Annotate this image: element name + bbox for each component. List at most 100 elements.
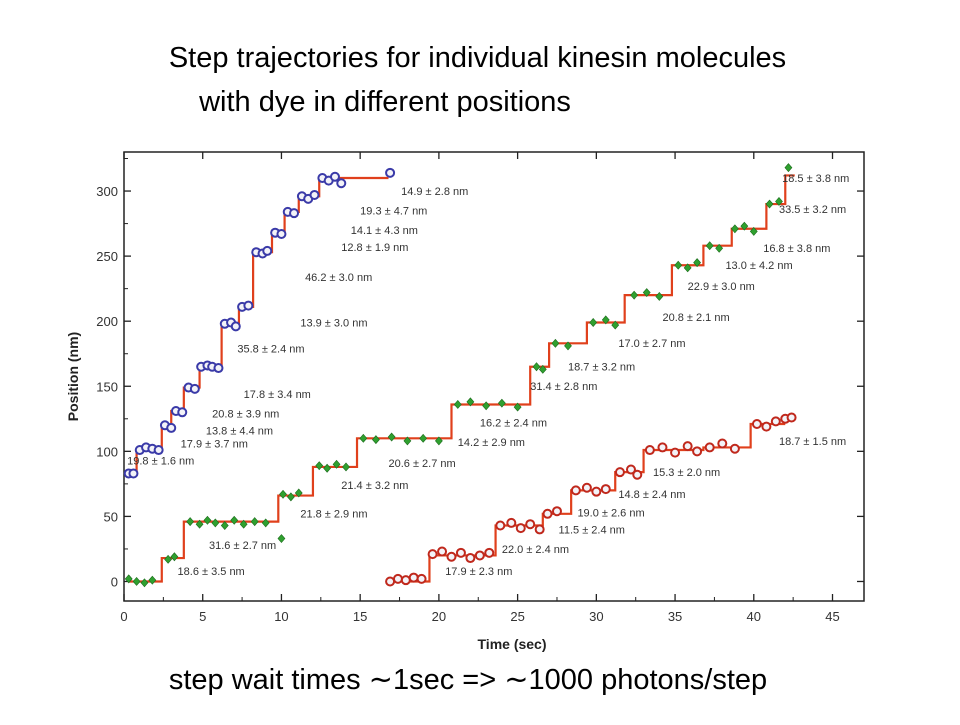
data-point — [525, 519, 536, 530]
data-point — [704, 442, 715, 453]
data-point — [683, 263, 692, 273]
data-point — [515, 523, 526, 534]
data-point — [786, 412, 797, 423]
data-point — [551, 338, 560, 348]
data-point — [277, 534, 286, 543]
data-point — [392, 573, 403, 584]
slide-caption: step wait times ∼1sec => ∼1000 photons/s… — [0, 662, 960, 697]
data-point — [513, 402, 522, 412]
data-point — [655, 292, 664, 301]
data-point — [682, 441, 693, 452]
y-axis: 0 50 100 150 200 250 300 Position (nm) — [65, 158, 864, 589]
x-tick-label: 5 — [199, 609, 206, 624]
x-tick-label: 15 — [353, 609, 367, 624]
data-point — [239, 519, 248, 529]
data-point — [309, 189, 320, 200]
x-tick-label: 40 — [747, 609, 761, 624]
data-point — [408, 572, 419, 583]
step-size-label: 16.2 ± 2.4 nm — [480, 418, 547, 430]
data-point — [730, 224, 739, 234]
step-size-label: 19.3 ± 4.7 nm — [360, 205, 427, 217]
data-point — [359, 433, 368, 443]
data-point — [465, 553, 476, 564]
data-point — [482, 401, 491, 411]
x-tick-label: 20 — [432, 609, 446, 624]
data-point — [534, 524, 545, 535]
x-axis: 0 5 10 15 20 25 30 35 40 45 Time (sec) — [120, 152, 840, 652]
x-axis-label: Time (sec) — [478, 636, 547, 652]
x-tick-label: 35 — [668, 609, 682, 624]
data-point — [692, 446, 703, 457]
data-point — [213, 363, 224, 374]
data-point — [717, 438, 728, 449]
data-point — [581, 482, 592, 493]
data-point — [186, 517, 195, 527]
data-point — [329, 171, 340, 182]
data-point — [657, 442, 668, 453]
y-axis-label: Position (nm) — [65, 332, 81, 421]
data-point — [177, 407, 188, 418]
slide-title-line-1: Step trajectories for individual kinesin… — [168, 42, 787, 74]
data-point — [203, 515, 212, 525]
data-point — [230, 321, 241, 332]
data-point — [611, 320, 620, 330]
y-tick-label: 150 — [96, 379, 118, 394]
x-tick-label: 45 — [825, 609, 839, 624]
data-point — [427, 549, 438, 560]
step-size-label: 13.0 ± 4.2 nm — [725, 260, 792, 272]
step-size-label: 20.6 ± 2.7 nm — [389, 458, 456, 470]
step-size-label: 19.0 ± 2.6 nm — [577, 507, 644, 519]
data-point — [446, 551, 457, 562]
step-size-label: 12.8 ± 1.9 nm — [341, 242, 408, 254]
data-point — [670, 447, 681, 458]
data-point — [542, 508, 553, 519]
step-size-label: 46.2 ± 3.0 nm — [305, 272, 372, 284]
data-point — [751, 419, 762, 430]
step-size-label: 16.8 ± 3.8 nm — [763, 243, 830, 255]
data-point — [276, 228, 287, 239]
data-point — [385, 576, 396, 587]
data-point — [601, 315, 610, 325]
y-tick-label: 100 — [96, 444, 118, 459]
data-point — [705, 241, 714, 251]
data-point — [642, 288, 651, 298]
data-point — [289, 208, 300, 219]
series-2: 17.9 ± 2.3 nm 22.0 ± 2.4 nm 11.5 ± 2.4 nm 1… — [385, 412, 846, 587]
series-1: 18.6 ± 3.5 nm 31.6 ± 2.7 nm 21.8 ± 2.9 nm 2… — [124, 163, 849, 588]
data-point — [230, 515, 239, 525]
x-tick-label: 0 — [120, 609, 127, 624]
data-point — [455, 547, 466, 558]
data-point — [453, 400, 462, 409]
x-tick-label: 25 — [510, 609, 524, 624]
data-point — [740, 221, 749, 231]
data-point — [761, 421, 772, 432]
data-point — [170, 552, 179, 562]
step-size-label: 19.8 ± 1.6 nm — [127, 455, 194, 467]
data-point — [625, 464, 636, 475]
step-size-label: 14.2 ± 2.9 nm — [458, 437, 525, 449]
data-point — [124, 574, 133, 584]
data-point — [385, 167, 396, 178]
data-point — [189, 383, 200, 394]
data-point — [195, 519, 204, 529]
data-point — [538, 364, 547, 374]
step-size-label: 18.7 ± 3.2 nm — [568, 362, 635, 374]
data-point — [784, 163, 793, 173]
data-point — [564, 341, 572, 351]
step-size-label: 17.9 ± 3.7 nm — [181, 438, 248, 450]
y-tick-label: 0 — [111, 574, 118, 589]
data-point — [387, 432, 396, 442]
step-size-label: 17.8 ± 3.4 nm — [244, 389, 311, 401]
data-point — [715, 243, 724, 253]
data-point — [132, 577, 141, 586]
data-point — [765, 199, 774, 209]
data-point — [632, 469, 643, 480]
slide-title-line-2: with dye in different positions — [199, 86, 571, 118]
step-size-label: 14.8 ± 2.4 nm — [618, 489, 685, 501]
slide-title: Step trajectories for individual kinesin… — [0, 36, 960, 124]
step-size-label: 17.9 ± 2.3 nm — [445, 566, 512, 578]
data-point — [419, 433, 428, 443]
step-size-label: 35.8 ± 2.4 nm — [237, 343, 304, 355]
